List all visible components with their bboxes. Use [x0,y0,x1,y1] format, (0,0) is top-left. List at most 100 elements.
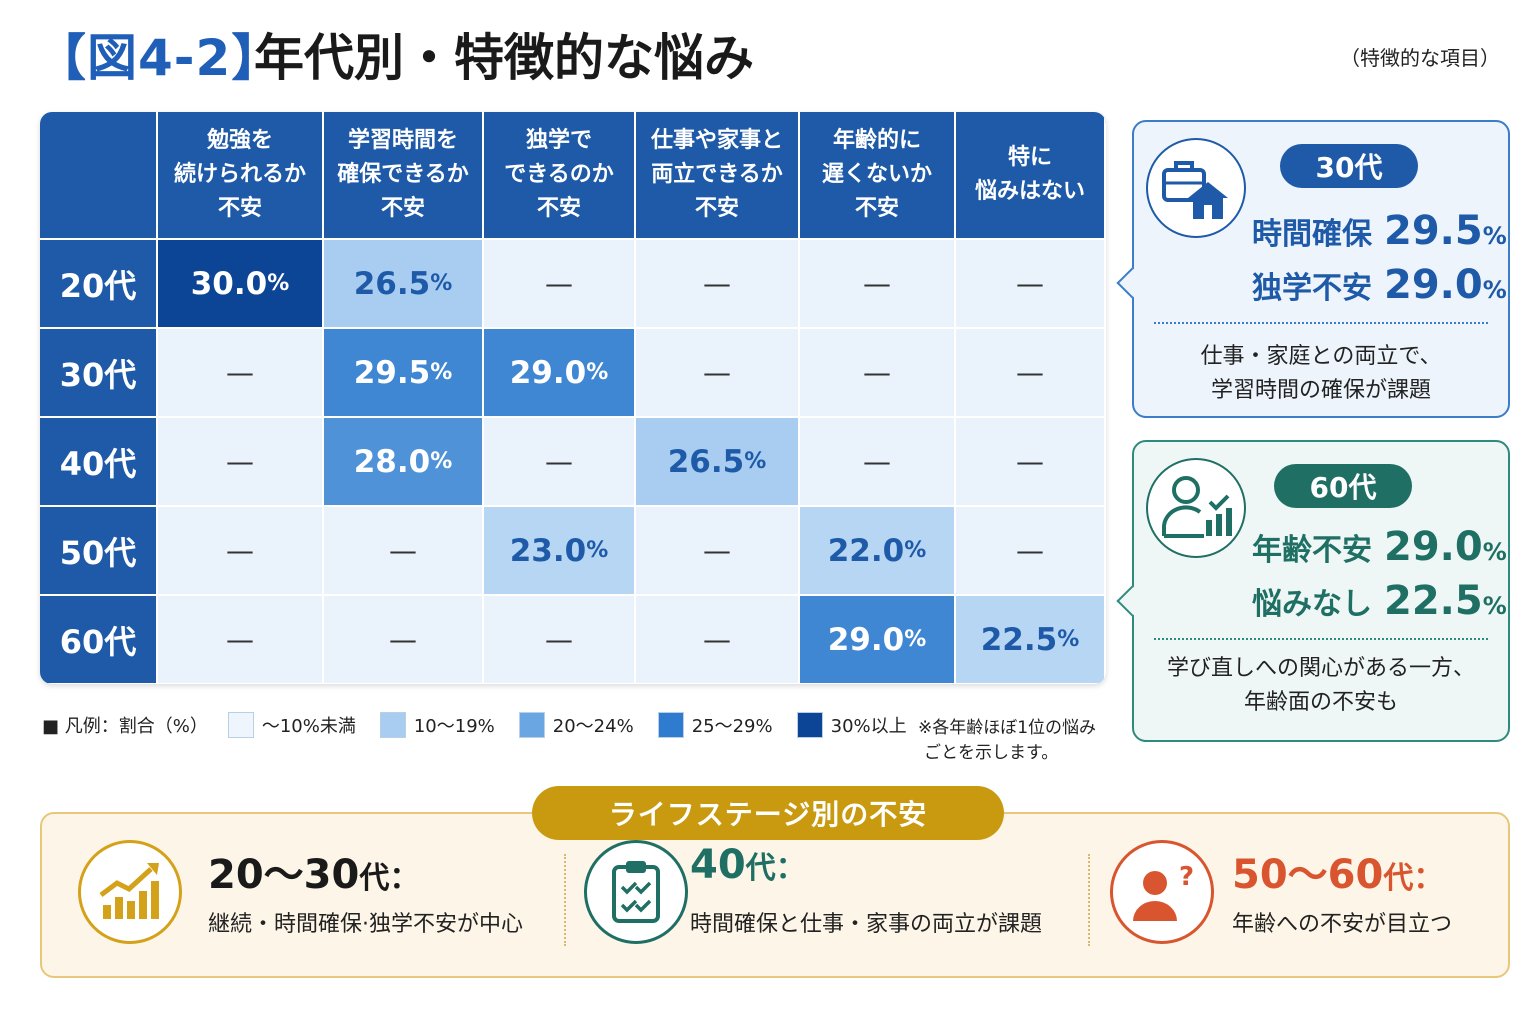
stat-unit: % [1482,222,1507,250]
callout-30s: 30代 時間確保 29.5% 独学不安 29.0% 仕事・家庭との両立で、 学習時間… [1116,120,1510,418]
empty-cell: — [800,240,956,329]
legend-swatch [796,712,823,738]
callout-60s: 60代 年齢不安 29.0% 悩みなし 22.5% 学び直しへの関心がある一方、 年… [1116,440,1510,742]
empty-cell: — [956,418,1106,507]
callout-note: 仕事・家庭との両立で、 学習時間の確保が課題 [1134,340,1508,408]
empty-cell: — [158,418,324,507]
lifestage-desc: 時間確保と仕事・家事の両立が課題 [690,912,1043,937]
stat-unit: % [1482,276,1507,304]
legend-label: 30%以上 [830,716,907,737]
lifestage-suffix: 代： [745,851,806,886]
column-header: 特に 悩みはない [956,112,1106,240]
stat-unit: % [1482,538,1507,566]
lifestage-heading: 40代： [690,842,806,888]
stat-time: 時間確保 29.5% [1252,208,1507,254]
heatmap-table: 勉強を 続けられるか 不安 学習時間を 確保できるか 不安 独学で できるのか 不安… [40,112,1106,684]
column-header: 年齢的に 遅くないか 不安 [800,112,956,240]
growth-chart-icon [78,840,182,944]
callout-note-line1: 学び直しへの関心がある一方、 [1166,656,1475,681]
stat-value: 29.5 [1384,208,1483,254]
stat-selfstudy: 独学不安 29.0% [1252,262,1507,308]
callout-note: 学び直しへの関心がある一方、 年齢面の不安も [1134,652,1508,720]
legend-swatch [227,712,254,738]
row-label: 50代 [40,507,158,596]
legend-label: 20〜24% [552,716,634,737]
empty-cell: — [956,507,1106,596]
legend-swatch [379,712,406,738]
legend-swatch [657,712,684,738]
value-cell: 23.0% [484,507,636,596]
lifestage-suffix: 代： [359,861,420,896]
table-row: 40代 —28.0% —26.5% — — [40,418,1106,507]
value-cell: 28.0% [324,418,484,507]
legend-note: ※各年齢ほぼ1位の悩み ごとを示します。 [918,716,1096,766]
stat-label: 悩みなし [1252,587,1372,622]
stat-label: 年齢不安 [1252,533,1372,568]
lifestage-age: 40 [690,842,746,888]
empty-cell: — [484,418,636,507]
figure-number: 【図4-2】 [36,29,283,87]
empty-cell: — [800,329,956,418]
stat-value: 29.0 [1384,524,1483,570]
stat-label: 時間確保 [1252,217,1372,252]
badge-60s: 60代 [1274,464,1412,508]
legend-label: 10〜19% [413,716,495,737]
lifestage-item-50-60: ? 50〜60代： 年齢への不安が目立つ [1110,840,1510,950]
stat-noworry: 悩みなし 22.5% [1252,578,1507,624]
stat-unit: % [1482,592,1507,620]
legend-title: ■ 凡例：割合（%） [42,716,208,737]
legend-label: 25〜29% [691,716,773,737]
empty-cell: — [324,596,484,684]
table-row: 20代 30.0% 26.5% — — — — [40,240,1106,329]
lifestage-age: 50〜60 [1232,852,1384,898]
row-label: 60代 [40,596,158,684]
row-label: 40代 [40,418,158,507]
value-cell: 29.0% [800,596,956,684]
callout-note-line2: 年齢面の不安も [1243,690,1398,715]
empty-cell: — [956,240,1106,329]
person-question-icon: ? [1110,840,1214,944]
empty-cell: — [158,329,324,418]
callout-pointer [1116,267,1148,299]
lifestage-panel: 20〜30代： 継続・時間確保·独学不安が中心 40代： 時間確保と仕事・家事の… [40,812,1510,978]
value-cell: 22.5% [956,596,1106,684]
legend: ■ 凡例：割合（%） 〜10%未満 10〜19% 20〜24% 25〜29% 30%以上 [42,712,931,738]
title-note: （特徴的な項目） [1340,46,1500,70]
corner-cell [40,112,158,240]
lifestage-item-40: 40代： 時間確保と仕事・家事の両立が課題 [584,840,1084,950]
clipboard-check-icon [584,840,688,944]
callout-note-line1: 仕事・家庭との両立で、 [1200,344,1442,369]
stat-label: 独学不安 [1252,271,1372,306]
briefcase-house-icon [1146,138,1246,238]
empty-cell: — [158,507,324,596]
callout-pointer [1116,585,1148,617]
row-label: 30代 [40,329,158,418]
empty-cell: — [800,418,956,507]
stat-value: 22.5 [1384,578,1483,624]
separator [1088,854,1090,946]
column-header: 仕事や家事と 両立できるか 不安 [636,112,800,240]
lifestage-item-20-30: 20〜30代： 継続・時間確保·独学不安が中心 [78,840,578,950]
empty-cell: — [484,240,636,329]
empty-cell: — [324,507,484,596]
legend-label: 〜10%未満 [261,716,356,737]
lifestage-heading: 20〜30代： [208,842,419,900]
lifestage-heading: 50〜60代： [1232,842,1443,900]
stat-value: 29.0 [1384,262,1483,308]
divider [1154,322,1488,324]
person-chart-icon [1146,458,1246,558]
table-row: 60代 — — — —29.0% 22.5% [40,596,1106,684]
column-header: 学習時間を 確保できるか 不安 [324,112,484,240]
value-cell: 26.5% [324,240,484,329]
empty-cell: — [158,596,324,684]
value-cell: 29.5% [324,329,484,418]
column-header: 独学で できるのか 不安 [484,112,636,240]
badge-30s: 30代 [1280,144,1418,188]
lifestage-desc: 年齢への不安が目立つ [1232,912,1453,937]
legend-note-line2: ごとを示します。 [924,743,1059,763]
empty-cell: — [636,596,800,684]
value-cell: 30.0% [158,240,324,329]
value-cell: 22.0% [800,507,956,596]
table-row: 30代 —29.5% 29.0% — — — [40,329,1106,418]
lifestage-banner: ライフステージ別の不安 [532,786,1004,840]
